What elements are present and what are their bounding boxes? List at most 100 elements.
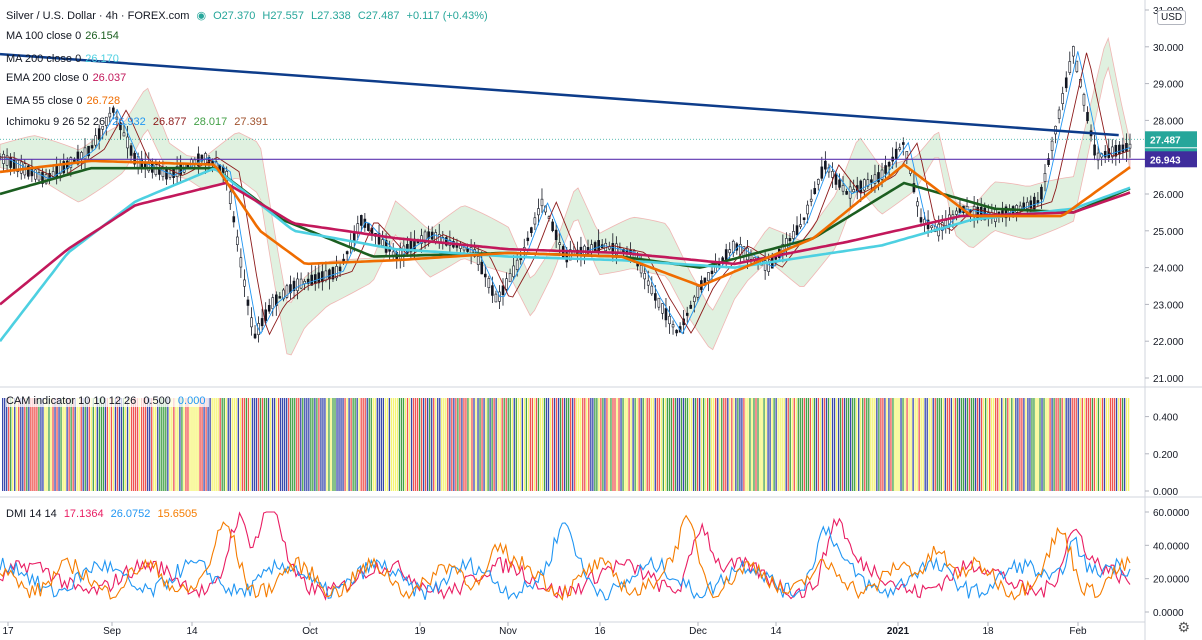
cam-bar [578,398,580,491]
candle-body [1082,94,1086,106]
cam-bar [233,398,235,491]
time-tick-label: Oct [302,626,318,637]
cam-bar [892,398,894,491]
cam-bar [318,398,320,491]
indicator-ema200[interactable]: EMA 200 close 0 26.037 [6,72,130,84]
cam-bar [151,398,153,491]
cam-bar [688,398,691,491]
cam-bar [44,398,46,491]
cam-bar [316,398,318,491]
candle-body [877,172,880,183]
cam-bar [723,398,725,491]
time-tick-label: Dec [689,626,707,637]
cam-bar [215,398,217,491]
cam-bar [485,398,487,491]
cam-bar [479,398,481,491]
cam-bar [783,398,785,491]
candle-body [154,164,158,175]
cam-bar [22,398,24,491]
cam-bar [1075,398,1077,491]
cam-bar [884,398,886,491]
cam-legend[interactable]: CAM indicator 10 10 12 26 0.500 0.000 [6,395,210,407]
candle-body [324,270,328,281]
cam-bar [797,398,799,491]
candle-body [501,285,505,296]
cam-bar [223,398,225,491]
cam-bar [570,398,572,491]
candle-body [494,293,498,303]
cam-bar [1071,398,1073,491]
indicator-ma100[interactable]: MA 100 close 0 26.154 [6,30,123,42]
cam-bar [999,398,1001,491]
indicator-ichimoku[interactable]: Ichimoku 9 26 52 26 26.932 26.877 28.017… [6,116,272,128]
dmi-tick-label: 0.0000 [1153,608,1184,619]
candle-body [795,225,799,236]
cam-bar [213,398,215,491]
candle-body [1075,60,1079,72]
cam-bar [515,398,517,491]
cam-bar [120,398,123,491]
cam-bar [48,398,50,491]
price-badge-bg [1145,151,1197,168]
dmi-legend[interactable]: DMI 14 14 17.1364 26.0752 15.6505 [6,508,201,520]
cam-bar [1051,398,1053,491]
cam-bar [574,398,576,491]
cam-bar [1115,398,1118,491]
candle-body [508,273,512,283]
candle-body [313,274,317,284]
cam-bar [116,398,119,491]
candle-body [898,147,902,150]
cam-bar [237,398,239,491]
cam-bar [58,398,60,491]
cam-bar [964,398,967,491]
series-line-1 [0,167,1131,342]
cam-bar [304,398,306,491]
cam-bar [350,398,352,491]
cam-bar [394,398,397,491]
cam-bar [481,398,483,491]
candle-body [101,125,105,130]
cam-bar [332,398,334,491]
cam-bar [692,398,695,491]
cam-bar [622,398,624,491]
cam-bar [799,398,801,491]
cam-bar [817,398,820,491]
candle-body [317,272,321,284]
cam-bar [616,398,618,491]
cam-bar [741,398,743,491]
candle-body [763,260,767,271]
indicator-ema55[interactable]: EMA 55 close 0 26.728 [6,95,124,107]
cam-bar [138,398,141,491]
cam-bar [594,398,596,491]
cam-bar [203,398,205,491]
gear-icon[interactable]: ⚙ [1177,619,1190,635]
cam-bar [334,398,336,491]
cam-bar [10,398,12,491]
candle-body [1118,144,1121,155]
cam-bar [938,398,940,491]
cam-bar [950,398,953,491]
cam-bar [737,398,739,491]
cam-bar [763,398,765,491]
candle-body [90,145,94,149]
time-tick-label: Sep [103,626,121,637]
cam-bar [821,398,824,491]
currency-badge[interactable]: USD [1157,10,1187,25]
cam-bar [475,398,477,491]
cam-bar [1017,398,1019,491]
indicator-ma200[interactable]: MA 200 close 0 26.170 [6,53,123,65]
candle-body [1093,144,1096,156]
cam-bar [727,398,729,491]
ichimoku-conversion: 26.932 [112,116,146,128]
cam-bar [197,398,199,491]
cam-bar [106,398,109,491]
cam-bar [193,398,195,491]
cam-bar [227,398,229,491]
cam-bar [398,398,401,491]
cam-bar [451,398,453,491]
cam-bar [809,398,812,491]
candle-body [338,266,342,272]
cam-bar [257,398,260,491]
cam-bar [707,398,709,491]
